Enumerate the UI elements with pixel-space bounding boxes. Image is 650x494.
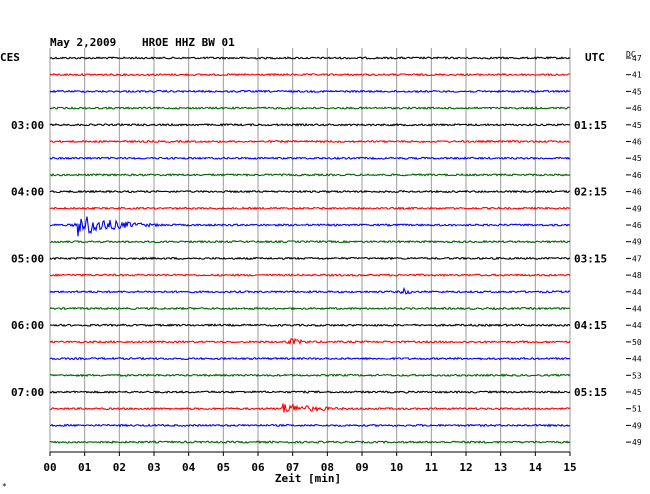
x-tick-label: 06 xyxy=(251,461,265,474)
dc-column-label: DC xyxy=(626,50,636,59)
x-tick-label: 01 xyxy=(78,461,92,474)
corner-mark: * xyxy=(2,482,7,491)
dc-offset-label: 46 xyxy=(632,188,642,197)
dc-offset-label: 49 xyxy=(632,238,642,247)
x-tick-label: 08 xyxy=(321,461,334,474)
trace-line xyxy=(49,173,571,177)
left-time-label: 04:00 xyxy=(11,186,44,199)
dc-offset-label: 50 xyxy=(632,338,642,347)
trace-line xyxy=(49,256,571,261)
left-time-labels: 03:00 04:00 05:00 06:00 07:00 xyxy=(11,119,44,399)
right-time-label: 03:15 xyxy=(574,252,607,265)
trace-line xyxy=(49,89,571,94)
x-tick-label: 02 xyxy=(113,461,126,474)
dc-offset-label: 47 xyxy=(632,54,642,63)
dc-offset-label: 49 xyxy=(632,421,642,430)
x-tick-label: 15 xyxy=(563,461,576,474)
dc-offset-label: 45 xyxy=(632,388,642,397)
trace-line xyxy=(49,139,571,144)
x-tick-label: 14 xyxy=(529,461,543,474)
trace-line xyxy=(49,286,571,295)
x-tick-label: 13 xyxy=(494,461,507,474)
trace-line xyxy=(49,390,571,394)
right-timezone-label: UTC xyxy=(585,51,605,64)
trace-line xyxy=(49,106,571,110)
dc-offset-label: 46 xyxy=(632,171,642,180)
dc-offset-label: 49 xyxy=(632,438,642,447)
dc-offset-label: 51 xyxy=(632,405,642,414)
x-tick-label: 09 xyxy=(355,461,368,474)
x-tick-label: 05 xyxy=(217,461,230,474)
dc-offset-label: 46 xyxy=(632,138,642,147)
dc-offset-label: 49 xyxy=(632,204,642,213)
header-station: HROE HHZ BW 01 xyxy=(142,36,235,49)
left-time-label: 03:00 xyxy=(11,119,44,132)
trace-line xyxy=(49,156,571,161)
dc-offset-labels: 47 41 45 46 45 46 45 46 46 49 46 49 47 48 44 44 44 50 44 53… xyxy=(626,54,642,447)
trace-line xyxy=(49,323,571,328)
x-tick-label: 10 xyxy=(390,461,403,474)
dc-offset-label: 44 xyxy=(632,355,642,364)
dc-offset-label: 45 xyxy=(632,154,642,163)
dc-offset-label: 44 xyxy=(632,288,642,297)
trace-line xyxy=(49,56,571,60)
dc-offset-label: 44 xyxy=(632,321,642,330)
x-tick-label: 07 xyxy=(286,461,299,474)
trace-line xyxy=(49,356,571,361)
chart-grid xyxy=(49,48,571,453)
left-time-label: 07:00 xyxy=(11,386,44,399)
dc-offset-label: 46 xyxy=(632,221,642,230)
x-tick-label: 12 xyxy=(459,461,472,474)
right-time-label: 05:15 xyxy=(574,386,607,399)
trace-line xyxy=(49,189,571,194)
trace-line xyxy=(49,72,570,77)
trace-line xyxy=(49,440,571,445)
trace-line xyxy=(49,337,571,345)
dc-offset-label: 48 xyxy=(632,271,642,280)
trace-line xyxy=(49,206,571,211)
dc-offset-label: 44 xyxy=(632,305,642,314)
dc-offset-label: 41 xyxy=(632,71,642,80)
trace-line xyxy=(50,373,571,378)
dc-offset-label: 47 xyxy=(632,254,642,263)
x-tick-label: 11 xyxy=(425,461,439,474)
right-time-label: 04:15 xyxy=(574,319,607,332)
dc-offset-label: 46 xyxy=(632,104,642,113)
left-time-label: 05:00 xyxy=(11,252,44,265)
seismic-traces xyxy=(49,56,571,445)
left-time-label: 06:00 xyxy=(11,319,44,332)
left-timezone-label: CES xyxy=(0,51,20,64)
trace-line xyxy=(49,239,571,244)
header-date: May 2,2009 xyxy=(50,36,116,49)
x-tick-label: 00 xyxy=(43,461,56,474)
dc-offset-label: 53 xyxy=(632,371,642,380)
trace-line xyxy=(49,306,571,311)
trace-line xyxy=(49,403,571,413)
x-tick-label: 04 xyxy=(182,461,196,474)
trace-line xyxy=(50,216,571,237)
trace-line xyxy=(49,273,571,278)
x-tick-labels: 00 01 02 03 04 05 06 07 08 09 10 11 12 13 14 15 xyxy=(43,452,577,474)
x-axis-label: Zeit [min] xyxy=(275,472,341,485)
right-time-labels: 01:15 02:15 03:15 04:15 05:15 xyxy=(574,119,607,399)
trace-line xyxy=(50,423,571,428)
trace-line xyxy=(49,122,571,127)
dc-offset-label: 45 xyxy=(632,87,642,96)
right-time-label: 02:15 xyxy=(574,186,607,199)
x-tick-label: 03 xyxy=(147,461,160,474)
dc-offset-label: 45 xyxy=(632,121,642,130)
right-time-label: 01:15 xyxy=(574,119,607,132)
